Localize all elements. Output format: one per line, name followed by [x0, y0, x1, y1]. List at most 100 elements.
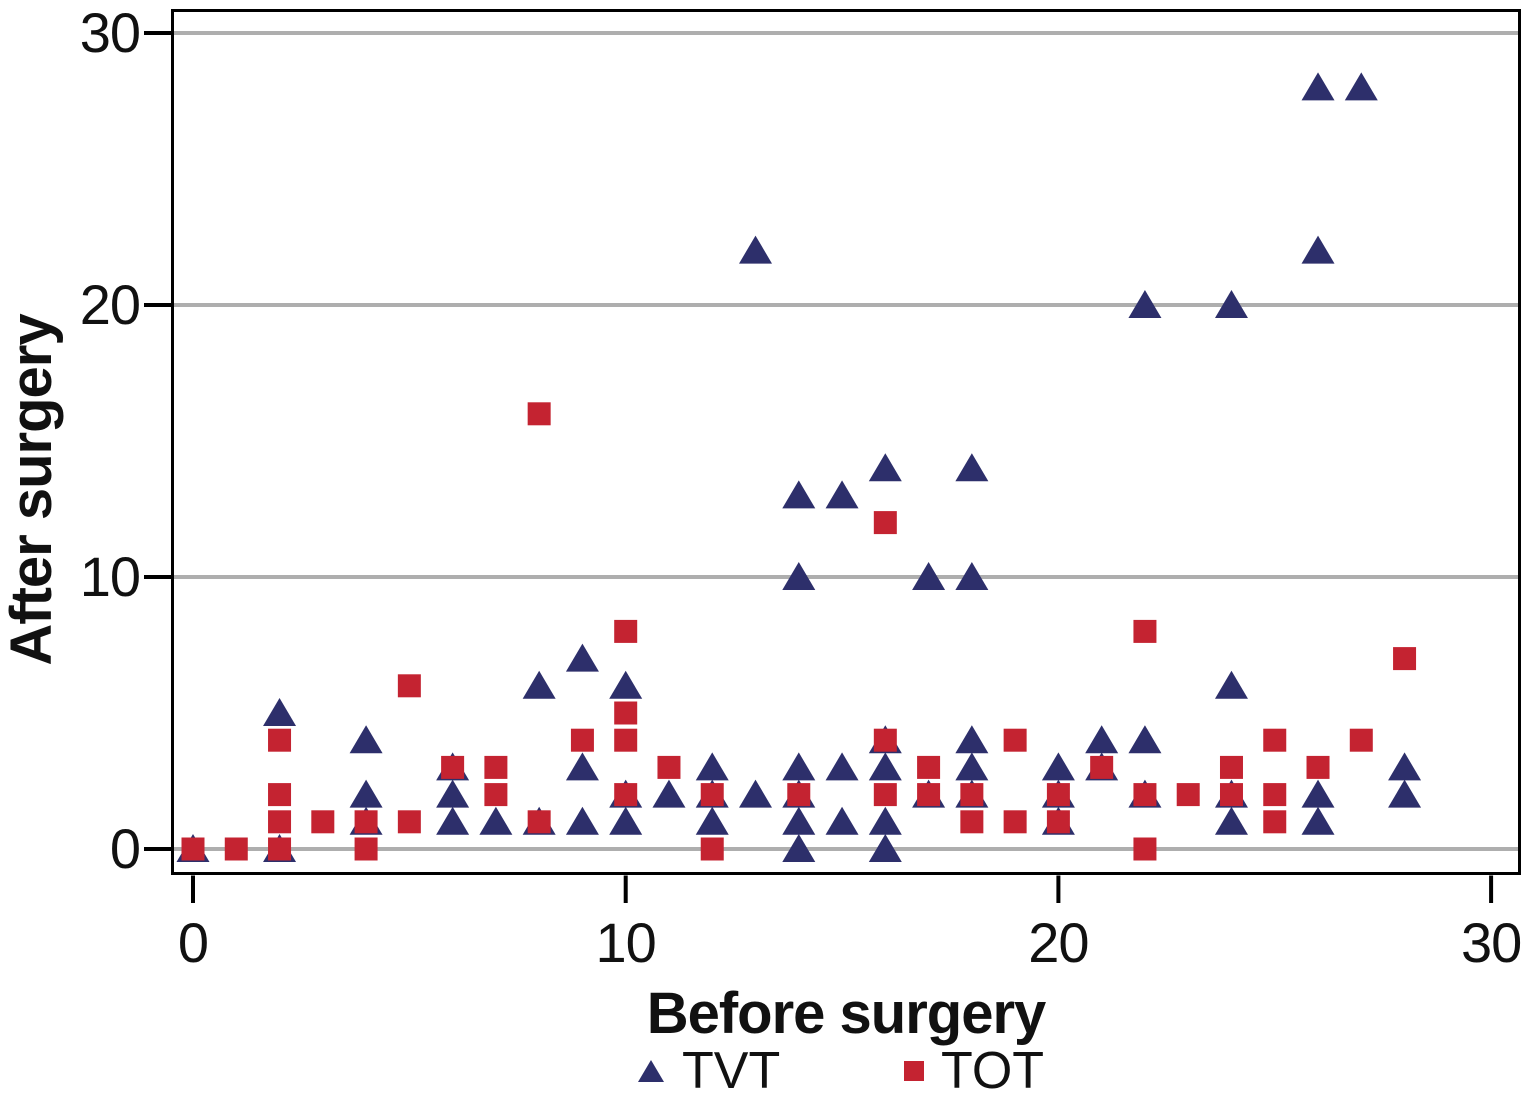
data-point-tot	[700, 783, 724, 807]
y-axis-title: After surgery	[0, 314, 64, 666]
data-point-tot	[527, 402, 551, 426]
data-point-tot	[917, 783, 941, 807]
data-point-tot	[354, 837, 378, 861]
data-point-tot	[1090, 755, 1114, 779]
data-point-tot	[1263, 783, 1287, 807]
data-point-tvt	[868, 453, 902, 482]
data-point-tvt	[739, 235, 773, 264]
data-point-tvt	[436, 779, 470, 808]
data-point-tot	[441, 755, 465, 779]
data-point-tot	[1349, 728, 1373, 752]
data-point-tvt	[1041, 752, 1075, 781]
data-point-tvt	[782, 562, 816, 590]
data-point-tot	[1046, 810, 1070, 834]
data-point-tvt	[782, 806, 816, 835]
plot-frame	[171, 9, 1521, 875]
data-point-tvt	[868, 806, 902, 835]
x-tick-label: 20	[1028, 911, 1089, 974]
data-point-tot	[700, 837, 724, 861]
data-point-tvt	[1128, 725, 1162, 754]
data-point-tvt	[609, 806, 643, 835]
data-point-tot	[1176, 783, 1200, 807]
tvt-triangle-icon	[638, 1060, 664, 1082]
data-point-tot	[1219, 783, 1243, 807]
legend-item-tvt: TVT	[636, 1042, 780, 1100]
data-point-tot	[787, 783, 811, 807]
data-point-tvt	[1301, 235, 1335, 264]
data-point-tvt	[955, 725, 989, 754]
data-point-tot	[268, 837, 292, 861]
tot-square-icon	[904, 1061, 924, 1081]
data-point-tvt	[1128, 290, 1162, 318]
data-point-tot	[570, 728, 594, 752]
data-point-tvt	[565, 643, 599, 672]
data-point-tvt	[1085, 725, 1119, 754]
data-point-tot	[873, 511, 897, 535]
y-tick-label: 0	[109, 817, 141, 880]
data-point-tvt	[565, 806, 599, 835]
data-point-tot	[1133, 837, 1157, 861]
data-point-tot	[1219, 755, 1243, 779]
data-point-tot	[268, 783, 292, 807]
data-point-tvt	[1214, 670, 1248, 699]
data-point-tot	[1306, 755, 1330, 779]
data-point-tot	[1046, 783, 1070, 807]
x-tick-label: 10	[595, 911, 657, 974]
data-point-tvt	[479, 806, 513, 835]
legend-item-tot: TOT	[903, 1042, 1044, 1100]
data-point-tot	[614, 783, 638, 807]
data-point-tot	[1263, 810, 1287, 834]
data-point-tot	[960, 783, 984, 807]
data-point-tvt	[1344, 72, 1378, 101]
data-point-tot	[354, 810, 378, 834]
data-point-tvt	[868, 834, 902, 862]
y-tick-label: 20	[79, 273, 141, 336]
data-point-tvt	[436, 806, 470, 835]
data-point-tot	[960, 810, 984, 834]
data-point-tvt	[1214, 290, 1248, 318]
data-point-tvt	[522, 670, 556, 699]
data-point-tot	[1133, 619, 1157, 643]
data-point-tvt	[1214, 806, 1248, 835]
legend-label-tot: TOT	[941, 1042, 1045, 1100]
data-point-tvt	[695, 806, 729, 835]
data-point-tot	[268, 810, 292, 834]
data-point-tot	[397, 810, 421, 834]
data-point-tot	[268, 728, 292, 752]
data-point-tvt	[349, 779, 383, 808]
data-point-tot	[1133, 783, 1157, 807]
data-point-tvt	[652, 779, 686, 808]
data-point-tot	[873, 728, 897, 752]
data-point-tvt	[739, 779, 773, 808]
data-point-tvt	[609, 670, 643, 699]
data-point-tvt	[782, 834, 816, 862]
data-point-tvt	[1388, 752, 1422, 781]
data-point-tvt	[782, 480, 816, 509]
data-point-tvt	[825, 806, 859, 835]
data-point-tvt	[825, 480, 859, 509]
data-point-tot	[1393, 647, 1417, 671]
data-point-tvt	[1301, 806, 1335, 835]
data-point-tvt	[349, 725, 383, 754]
data-point-tvt	[782, 752, 816, 781]
legend-label-tvt: TVT	[682, 1042, 781, 1100]
data-point-tvt	[868, 752, 902, 781]
data-point-tot	[484, 783, 508, 807]
data-point-tvt	[1388, 779, 1422, 808]
x-axis-title: Before surgery	[646, 981, 1047, 1046]
y-tick-label: 10	[79, 545, 141, 608]
data-point-tot	[397, 674, 421, 698]
data-point-tvt	[695, 752, 729, 781]
data-point-tot	[873, 783, 897, 807]
data-point-tvt	[955, 752, 989, 781]
data-point-tvt	[825, 752, 859, 781]
data-point-tvt	[263, 698, 297, 726]
data-point-tot	[1263, 728, 1287, 752]
data-point-tot	[311, 810, 335, 834]
data-point-tvt	[955, 562, 989, 590]
data-point-tvt	[565, 752, 599, 781]
data-point-tot	[657, 755, 681, 779]
data-point-tot	[484, 755, 508, 779]
data-point-tot	[181, 837, 205, 861]
